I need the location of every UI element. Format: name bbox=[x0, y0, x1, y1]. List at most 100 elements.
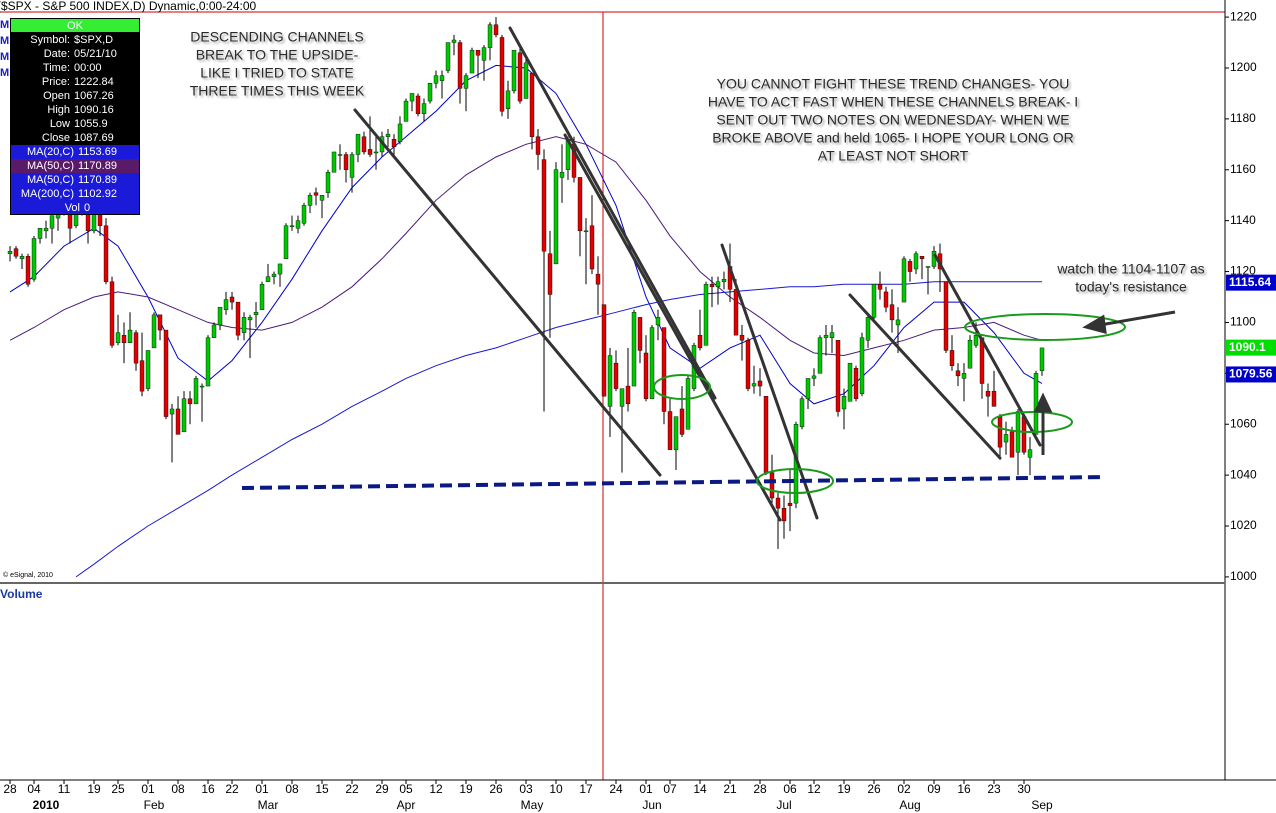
candle-body bbox=[511, 49, 517, 92]
candle-body bbox=[685, 378, 691, 430]
candle-body bbox=[865, 317, 871, 341]
candle-body bbox=[415, 95, 421, 114]
candle-body bbox=[1003, 434, 1009, 443]
candle-body bbox=[337, 154, 343, 156]
price-label: 1090.1 bbox=[1229, 340, 1266, 354]
candle-body bbox=[361, 136, 367, 153]
annotation: BROKE ABOVE and held 1065- I HOPE YOUR L… bbox=[712, 130, 1074, 146]
candle-body bbox=[703, 284, 709, 346]
info-panel: OK Symbol: $SPX,D Date: 05/21/10 Time: 00:00 P… bbox=[10, 18, 140, 215]
candle-body bbox=[943, 281, 949, 351]
candle-body bbox=[373, 151, 379, 154]
info-header: OK bbox=[67, 20, 84, 32]
candle-body bbox=[781, 508, 787, 522]
candle-body bbox=[649, 327, 655, 399]
annotation: SENT OUT TWO NOTES ON WEDNESDAY- WHEN WE bbox=[716, 112, 1069, 128]
annotation: HAVE TO ACT FAST WHEN THESE CHANNELS BRE… bbox=[708, 94, 1078, 110]
candle-body bbox=[409, 93, 415, 102]
candle-body bbox=[271, 273, 277, 277]
candle-body bbox=[1021, 416, 1027, 453]
candle-body bbox=[13, 248, 19, 257]
candle-body bbox=[853, 368, 859, 399]
candle-body bbox=[787, 502, 793, 506]
candle-body bbox=[961, 373, 967, 379]
candle-body bbox=[151, 314, 157, 349]
info-ma-name: MA(50,C) bbox=[27, 174, 74, 186]
info-value: 1090.16 bbox=[74, 104, 114, 116]
info-label: High bbox=[47, 104, 70, 116]
candle-body bbox=[325, 172, 331, 193]
trend-line bbox=[563, 133, 782, 522]
trend-line bbox=[848, 293, 1002, 460]
candle-body bbox=[385, 133, 391, 137]
arrow-head bbox=[1033, 392, 1053, 413]
x-tick-label: 25 bbox=[111, 782, 125, 796]
candle-body bbox=[757, 380, 763, 387]
candle-body bbox=[1009, 431, 1015, 458]
candle-body bbox=[403, 100, 409, 122]
candle-body bbox=[823, 334, 829, 338]
x-tick-label: 28 bbox=[3, 782, 17, 796]
candle-body bbox=[1033, 373, 1039, 435]
candle-body bbox=[307, 195, 313, 206]
x-tick-label: 22 bbox=[345, 782, 359, 796]
candle-body bbox=[889, 304, 895, 321]
info-ma-name: MA(20,C) bbox=[27, 146, 74, 158]
candle-body bbox=[103, 225, 109, 282]
candle-body bbox=[967, 340, 973, 369]
candle-body bbox=[433, 75, 439, 84]
candle-body bbox=[421, 103, 427, 114]
candle-body bbox=[739, 334, 745, 341]
candle-body bbox=[997, 416, 1003, 448]
plot-area bbox=[0, 0, 1276, 781]
info-value: $SPX,D bbox=[74, 34, 113, 46]
candle-body bbox=[241, 317, 247, 333]
candle-body bbox=[439, 75, 445, 81]
trend-line bbox=[933, 253, 1042, 447]
candle-body bbox=[451, 39, 457, 43]
candle-body bbox=[535, 136, 541, 155]
candle-body bbox=[955, 370, 961, 377]
candle-body bbox=[805, 378, 811, 399]
candle-body bbox=[31, 238, 37, 280]
side-mark: M bbox=[0, 19, 9, 31]
annotation: DESCENDING CHANNELS bbox=[190, 29, 363, 45]
candle-body bbox=[817, 337, 823, 374]
candle-body bbox=[469, 49, 475, 74]
candle-body bbox=[133, 332, 139, 364]
candle-body bbox=[607, 355, 613, 407]
candle-body bbox=[721, 278, 727, 282]
x-tick-label: 03 bbox=[519, 782, 533, 796]
info-ma-value: 1170.89 bbox=[78, 174, 117, 186]
candle-body bbox=[235, 301, 241, 336]
candle-body bbox=[625, 385, 631, 405]
candle-body bbox=[715, 281, 721, 288]
candle-body bbox=[661, 327, 667, 412]
candle-body bbox=[19, 256, 25, 260]
y-tick-label: 1040 bbox=[1230, 467, 1257, 481]
candle-body bbox=[211, 324, 217, 338]
info-row-bg bbox=[11, 145, 139, 159]
candle-body bbox=[655, 317, 661, 326]
info-value: 1067.26 bbox=[74, 90, 114, 102]
annotation: THREE TIMES THIS WEEK bbox=[190, 83, 365, 99]
info-header-bg bbox=[11, 19, 139, 32]
info-value: 1055.9 bbox=[74, 118, 108, 130]
x-tick-label: 28 bbox=[753, 782, 767, 796]
info-label: Price: bbox=[42, 76, 70, 88]
x-tick-label: 17 bbox=[579, 782, 593, 796]
candle-body bbox=[43, 228, 49, 232]
chart-title: ($SPX - S&P 500 INDEX,D) Dynamic,0:00-24… bbox=[0, 0, 257, 13]
candle-body bbox=[313, 192, 319, 196]
x-tick-label: 07 bbox=[663, 782, 677, 796]
info-row-bg bbox=[11, 173, 139, 214]
x-tick-label: 04 bbox=[27, 782, 41, 796]
x-tick-label: 24 bbox=[609, 782, 623, 796]
candle-body bbox=[1027, 449, 1033, 458]
highlight-ellipse bbox=[653, 374, 711, 400]
candle-body bbox=[673, 416, 679, 450]
info-vol-label: Vol bbox=[65, 202, 80, 214]
candle-body bbox=[985, 390, 991, 397]
drawings bbox=[241, 26, 1176, 522]
candle-body bbox=[709, 284, 715, 288]
